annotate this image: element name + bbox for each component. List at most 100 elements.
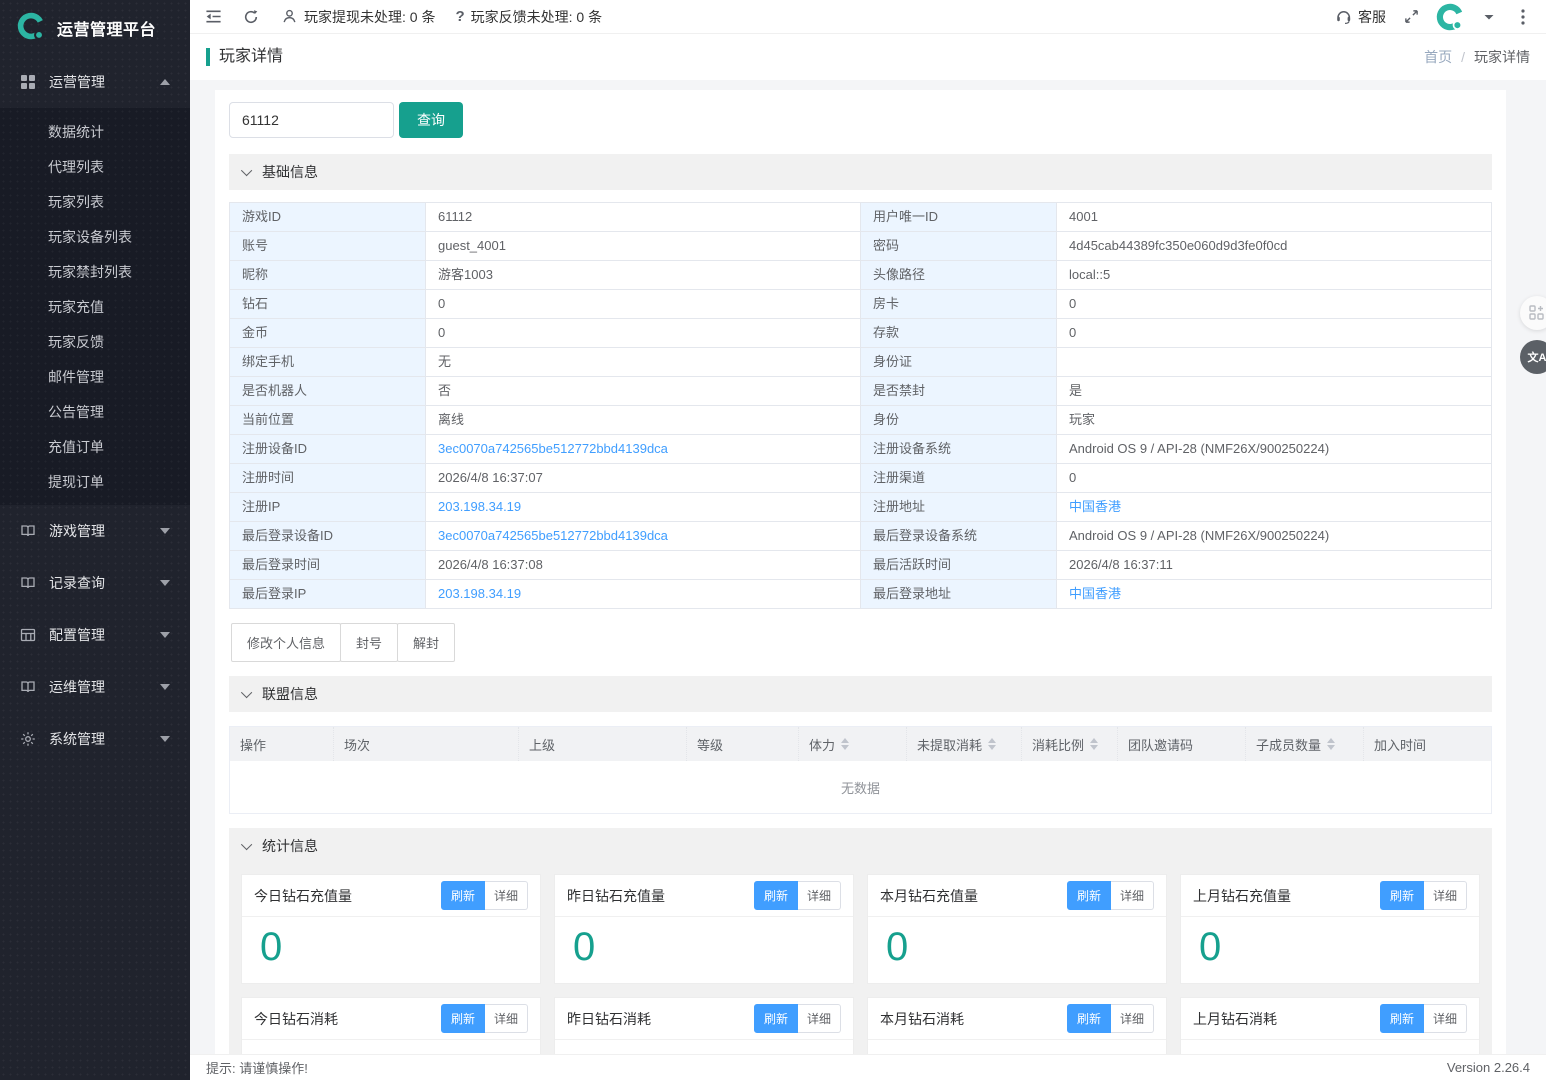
refresh-icon[interactable] (242, 8, 260, 26)
info-row: 最后登录设备ID 3ec0070a742565be512772bbd4139dca… (230, 522, 1491, 551)
refresh-button[interactable]: 刷新 (1379, 881, 1424, 910)
sort-carets-icon[interactable] (841, 738, 850, 750)
ban-button[interactable]: 封号 (340, 623, 399, 662)
detail-button[interactable]: 详细 (484, 881, 528, 910)
info-value-link[interactable]: 中国香港 (1069, 586, 1122, 601)
section-header-stats-info[interactable]: 统计信息 (229, 828, 1492, 864)
info-label: 注册IP (230, 493, 426, 521)
sidebar-group-1[interactable]: 游戏管理 (0, 505, 190, 557)
sort-carets-icon[interactable] (1090, 738, 1099, 750)
player-id-input[interactable] (229, 102, 394, 138)
sidebar-item-邮件管理[interactable]: 邮件管理 (48, 368, 104, 385)
refresh-button[interactable]: 刷新 (753, 881, 798, 910)
detail-button[interactable]: 详细 (1423, 881, 1467, 910)
stats-grid: 今日钻石充值量 刷新 详细 0 昨日钻石充值量 刷新 详细 0 本月钻石充值量 刷新 详细 0 上月钻石… (241, 874, 1480, 1054)
alliance-column-消耗比例[interactable]: 消耗比例 (1022, 727, 1118, 761)
stats-section-body: 今日钻石充值量 刷新 详细 0 昨日钻石充值量 刷新 详细 0 本月钻石充值量 刷新 详细 0 上月钻石… (229, 864, 1492, 1054)
unban-button[interactable]: 解封 (397, 623, 456, 662)
section-header-basic-info[interactable]: 基础信息 (229, 154, 1492, 190)
withdraw-pending-indicator[interactable]: 玩家提现未处理: 0 条 (280, 7, 435, 27)
sidebar-group-5[interactable]: 系统管理 (0, 713, 190, 765)
info-row: 金币 0 存款 0 (230, 319, 1491, 348)
alliance-column-label: 子成员数量 (1256, 737, 1322, 753)
info-value: 0 (426, 290, 861, 318)
sidebar-group-2[interactable]: 记录查询 (0, 557, 190, 609)
sidebar-item-玩家反馈[interactable]: 玩家反馈 (48, 333, 104, 350)
sidebar-item-代理列表[interactable]: 代理列表 (48, 158, 104, 175)
more-icon[interactable] (1514, 8, 1532, 26)
info-value-link[interactable]: 3ec0070a742565be512772bbd4139dca (438, 441, 668, 456)
detail-button[interactable]: 详细 (797, 1004, 841, 1033)
info-label: 绑定手机 (230, 348, 426, 376)
refresh-button[interactable]: 刷新 (440, 881, 485, 910)
sort-carets-icon[interactable] (1327, 738, 1336, 750)
chevron-down-icon[interactable] (1480, 8, 1498, 26)
sidebar-item-玩家设备列表[interactable]: 玩家设备列表 (48, 228, 132, 245)
logo[interactable]: 运营管理平台 (0, 0, 190, 56)
detail-button[interactable]: 详细 (484, 1004, 528, 1033)
info-label: 账号 (230, 232, 426, 260)
sort-carets-icon[interactable] (988, 738, 997, 750)
sidebar-group-0[interactable]: 运营管理 (0, 56, 190, 108)
info-value-link[interactable]: 203.198.34.19 (438, 586, 522, 601)
refresh-button[interactable]: 刷新 (753, 1004, 798, 1033)
sidebar-group-4[interactable]: 运维管理 (0, 661, 190, 713)
refresh-button[interactable]: 刷新 (1066, 881, 1111, 910)
info-value: guest_4001 (426, 232, 861, 260)
alliance-column-等级: 等级 (687, 727, 799, 761)
customer-service-button[interactable]: 客服 (1334, 7, 1386, 27)
sidebar-group-label: 游戏管理 (49, 523, 105, 539)
section-header-alliance-info[interactable]: 联盟信息 (229, 676, 1492, 712)
info-value: 2026/4/8 16:37:11 (1069, 557, 1173, 572)
edit-profile-button[interactable]: 修改个人信息 (231, 623, 342, 662)
alliance-column-加入时间: 加入时间 (1364, 727, 1491, 761)
info-value: Android OS 9 / API-28 (NMF26X/900250224) (1069, 441, 1330, 456)
translate-icon[interactable]: 文A (1520, 340, 1546, 374)
collapse-sidebar-icon[interactable] (204, 8, 222, 26)
refresh-button[interactable]: 刷新 (1066, 1004, 1111, 1033)
info-row: 绑定手机无身份证 (230, 348, 1491, 377)
chevron-up-icon (160, 79, 170, 85)
sidebar-item-充值订单[interactable]: 充值订单 (48, 438, 104, 455)
breadcrumb-home[interactable]: 首页 (1424, 49, 1453, 65)
extension-grid-icon[interactable] (1520, 296, 1546, 330)
refresh-button[interactable]: 刷新 (1379, 1004, 1424, 1033)
alliance-column-子成员数量[interactable]: 子成员数量 (1246, 727, 1364, 761)
sidebar-item-玩家列表[interactable]: 玩家列表 (48, 193, 104, 210)
info-label: 最后登录IP (230, 580, 426, 608)
alliance-empty-row: 无数据 (230, 761, 1491, 813)
sidebar-item-提现订单[interactable]: 提现订单 (48, 473, 104, 490)
avatar[interactable] (1436, 3, 1464, 31)
sidebar-item-玩家充值[interactable]: 玩家充值 (48, 298, 104, 315)
feedback-pending-indicator[interactable]: ? 玩家反馈未处理: 0 条 (455, 7, 602, 27)
detail-button[interactable]: 详细 (1110, 881, 1154, 910)
info-value-link[interactable]: 203.198.34.19 (438, 499, 522, 514)
query-button[interactable]: 查询 (399, 102, 463, 138)
info-label: 密码 (861, 232, 1057, 260)
detail-button[interactable]: 详细 (797, 881, 841, 910)
detail-button[interactable]: 详细 (1110, 1004, 1154, 1033)
refresh-button[interactable]: 刷新 (440, 1004, 485, 1033)
breadcrumb-separator: / (1461, 49, 1465, 65)
alliance-column-体力[interactable]: 体力 (799, 727, 907, 761)
stat-card-value: 0 (555, 1040, 853, 1054)
headset-icon (1334, 8, 1352, 26)
main-area: 玩家提现未处理: 0 条 ? 玩家反馈未处理: 0 条 (190, 0, 1546, 1080)
sidebar-item-玩家禁封列表[interactable]: 玩家禁封列表 (48, 263, 132, 280)
sidebar-item-公告管理[interactable]: 公告管理 (48, 403, 104, 420)
alliance-column-未提取消耗[interactable]: 未提取消耗 (907, 727, 1022, 761)
info-value: 3ec0070a742565be512772bbd4139dca (426, 522, 861, 550)
stat-card-value: 0 (242, 1040, 540, 1054)
info-value: 中国香港 (1057, 493, 1491, 521)
sidebar-submenu: 数据统计代理列表玩家列表玩家设备列表 玩家禁封列表 玩家充值玩家反馈邮件管理公告管理… (0, 108, 190, 505)
sidebar-group-3[interactable]: 配置管理 (0, 609, 190, 661)
book-icon (20, 679, 36, 695)
detail-button[interactable]: 详细 (1423, 1004, 1467, 1033)
info-value-link[interactable]: 中国香港 (1069, 499, 1122, 514)
fullscreen-icon[interactable] (1402, 8, 1420, 26)
sidebar-item-数据统计[interactable]: 数据统计 (48, 123, 104, 140)
info-value: Android OS 9 / API-28 (NMF26X/900250224) (1069, 528, 1330, 543)
info-value-link[interactable]: 3ec0070a742565be512772bbd4139dca (438, 528, 668, 543)
info-value: 203.198.34.19 (426, 493, 861, 521)
